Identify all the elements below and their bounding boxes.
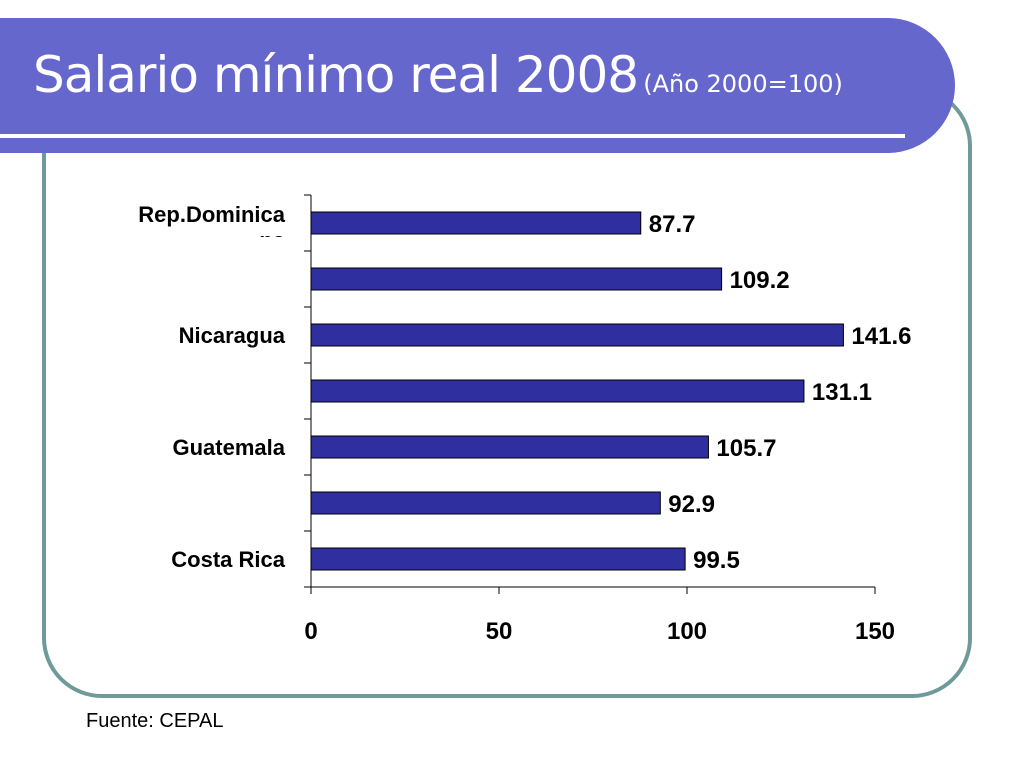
bar	[310, 267, 723, 291]
bar	[310, 547, 686, 571]
bar-value-label: 105.7	[716, 435, 776, 462]
bar-value-label: 99.5	[693, 547, 740, 574]
category-label: na	[259, 228, 285, 253]
x-tick-label: 100	[667, 618, 707, 645]
bar	[310, 435, 709, 459]
x-tick-label: 0	[304, 618, 317, 645]
category-label: Costa Rica	[171, 547, 285, 572]
title-band	[0, 18, 955, 153]
bar	[310, 323, 844, 347]
x-tick-label: 50	[486, 618, 513, 645]
category-label: Guatemala	[173, 435, 286, 460]
bar	[310, 491, 661, 515]
category-label: Rep.Dominica	[138, 202, 285, 227]
x-tick-label: 150	[855, 618, 895, 645]
bar-value-label: 141.6	[851, 323, 911, 350]
slide-title: Salario mínimo real 2008 (Año 2000=100)	[33, 46, 843, 104]
slide-title-sub: (Año 2000=100)	[643, 70, 843, 98]
category-label: Nicaragua	[179, 323, 286, 348]
bar-value-label: 92.9	[668, 491, 715, 518]
bar-value-label: 131.1	[812, 379, 872, 406]
bar	[310, 211, 642, 235]
bar-value-label: 87.7	[649, 211, 696, 238]
title-underline	[0, 134, 905, 138]
slide-title-main: Salario mínimo real 2008	[33, 46, 639, 104]
bar-value-label: 109.2	[730, 267, 790, 294]
bar	[310, 379, 805, 403]
source-note: Fuente: CEPAL	[86, 710, 224, 732]
